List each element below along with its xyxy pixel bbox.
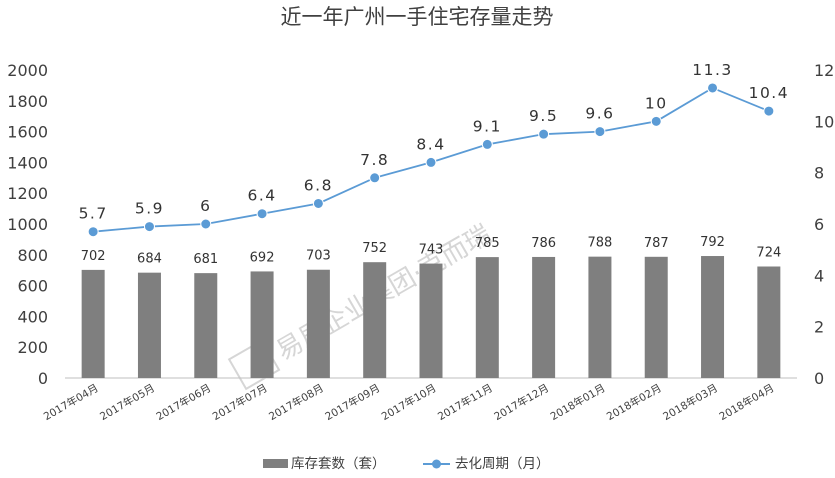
line-data-label: 8.4 [416, 135, 445, 153]
line-point [256, 208, 268, 220]
x-tick-label: 2017年12月 [492, 381, 551, 423]
bar [757, 266, 781, 378]
bar [588, 256, 612, 378]
line-point [763, 105, 775, 117]
line-point [425, 156, 437, 168]
line-point [369, 172, 381, 184]
line-data-label: 6 [200, 197, 211, 215]
bar [644, 256, 668, 378]
line-data-label: 6.8 [304, 176, 333, 194]
bar [532, 256, 556, 378]
line-data-label: 11.3 [692, 61, 733, 79]
y-left-tick-label: 1600 [7, 123, 48, 142]
y-left-tick-label: 1800 [7, 92, 48, 111]
bar-data-label: 786 [531, 236, 556, 251]
legend: 库存套数（套） 去化周期（月） [263, 456, 550, 472]
y-left-tick-label: 1000 [7, 215, 48, 234]
x-tick-label: 2017年08月 [266, 381, 325, 423]
y-left-tick-label: 2000 [7, 61, 48, 80]
bar-data-label: 788 [588, 236, 613, 251]
y-left-tick-label: 400 [17, 307, 48, 326]
x-tick-label: 2017年06月 [154, 381, 213, 423]
y-right-tick-label: 2 [814, 318, 824, 337]
bar-data-label: 752 [362, 241, 387, 256]
line-data-label: 5.9 [135, 200, 164, 218]
bar [81, 269, 105, 378]
legend-line-marker [432, 459, 441, 469]
bar-data-label: 724 [756, 246, 781, 261]
y-right-tick-label: 6 [814, 215, 824, 234]
bar-data-label: 703 [306, 249, 331, 264]
x-tick-label: 2017年07月 [210, 381, 269, 423]
bar [363, 262, 387, 378]
line-data-label: 5.7 [79, 205, 108, 223]
x-axis-ticks: 2017年04月2017年05月2017年06月2017年07月2017年08月… [41, 381, 776, 423]
y-left-tick-label: 1200 [7, 184, 48, 203]
y-right-tick-label: 12 [814, 61, 834, 80]
bar-data-label: 692 [250, 250, 275, 265]
line-data-label: 9.5 [529, 107, 558, 125]
x-tick-label: 2017年11月 [435, 381, 494, 423]
x-tick-label: 2017年05月 [98, 381, 157, 423]
x-tick-label: 2018年02月 [604, 381, 663, 423]
bar-data-label: 702 [81, 249, 106, 264]
y-right-tick-label: 8 [814, 164, 824, 183]
x-tick-label: 2018年04月 [717, 381, 776, 423]
line-point [594, 126, 606, 138]
line-point [481, 138, 493, 150]
line-point [87, 226, 99, 238]
line-point [200, 218, 212, 230]
y-left-tick-label: 1400 [7, 153, 48, 172]
bar-data-label: 743 [419, 243, 444, 258]
bar [250, 271, 274, 378]
line-data-label: 9.1 [473, 117, 502, 135]
line-data-label: 10 [645, 94, 668, 112]
bar-series: 702 684 681 692 703 752 743 785 786 788 787 792 724 [81, 235, 781, 378]
bar [475, 257, 499, 378]
axes: 0 200 400 600 800 1000 1200 1400 1600 1800 2000 0 2 4… [7, 61, 834, 388]
bar [194, 273, 218, 378]
bar [137, 272, 161, 378]
line-data-label: 7.8 [360, 151, 389, 169]
line-data-label: 10.4 [749, 84, 790, 102]
legend-line-label: 去化周期（月） [455, 456, 550, 472]
y-left-tick-label: 600 [17, 277, 48, 296]
bar [306, 269, 330, 378]
y-left-tick-label: 0 [38, 369, 48, 388]
y-left-tick-label: 200 [17, 338, 48, 357]
x-tick-label: 2017年04月 [41, 381, 100, 423]
line-point [143, 221, 155, 233]
x-tick-label: 2017年10月 [379, 381, 438, 423]
line-point [538, 128, 550, 140]
y-right-tick-label: 4 [814, 266, 824, 285]
y-left-tick-label: 800 [17, 246, 48, 265]
x-tick-label: 2017年09月 [323, 381, 382, 423]
line-data-label: 6.4 [247, 187, 276, 205]
bar [419, 263, 443, 378]
x-tick-label: 2018年01月 [548, 381, 607, 423]
line-point [650, 115, 662, 127]
line-series: 5.7 5.9 6 6.4 6.8 7.8 8.4 9.1 9.5 9.6 10 11.3 10.4 [79, 61, 790, 238]
bar-data-label: 684 [137, 252, 162, 267]
line-data-label: 9.6 [585, 105, 614, 123]
bar [701, 256, 725, 378]
bar-data-label: 787 [644, 236, 669, 251]
bar-data-label: 785 [475, 236, 500, 251]
chart-title: 近一年广州一手住宅存量走势 [281, 5, 554, 29]
line-point [312, 197, 324, 209]
x-tick-label: 2018年03月 [661, 381, 720, 423]
bar-data-label: 681 [193, 252, 218, 267]
y-right-tick-label: 10 [814, 112, 834, 131]
y-right-tick-label: 0 [814, 369, 824, 388]
legend-bar-label: 库存套数（套） [291, 456, 386, 472]
bar-data-label: 792 [700, 235, 725, 250]
line-point [707, 82, 719, 94]
legend-bar-swatch [263, 459, 288, 468]
